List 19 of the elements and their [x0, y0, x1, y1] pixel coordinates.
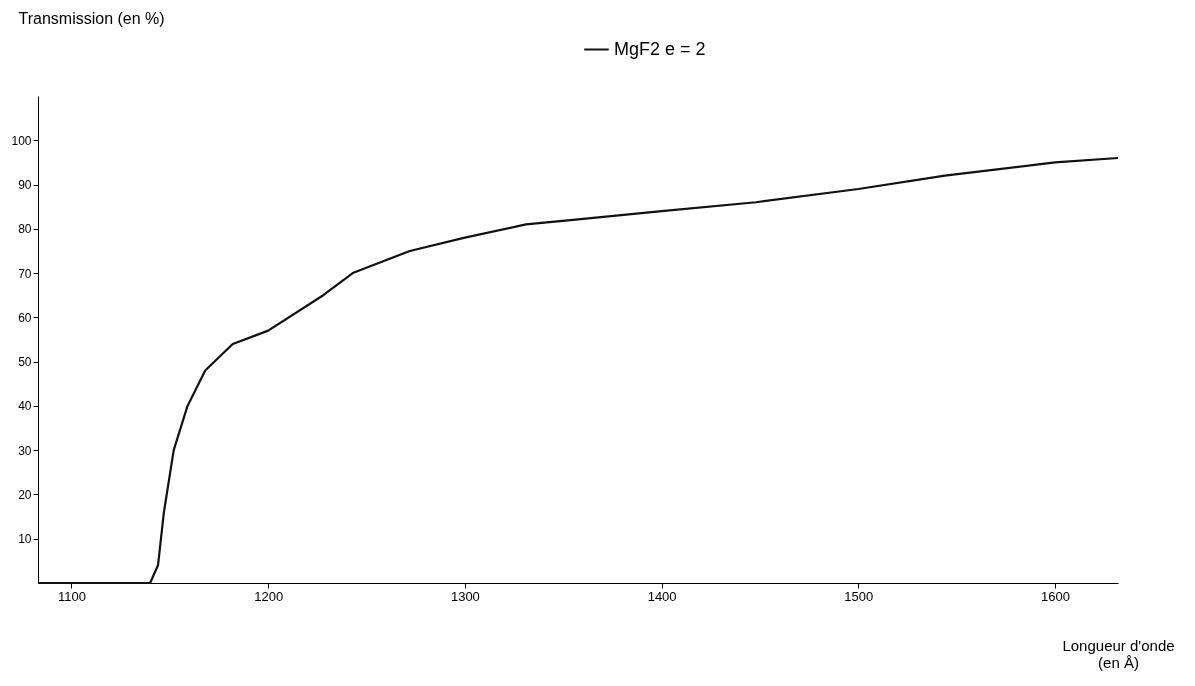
y-tick-label: 30	[18, 443, 32, 458]
x-tick-label: 1300	[450, 588, 480, 604]
x-tick-label: 1100	[57, 588, 86, 604]
x-tick-label: 1200	[254, 588, 284, 604]
x-tick-label: 1400	[647, 588, 677, 604]
y-axis-title: Transmission (en %)	[18, 9, 165, 27]
y-tick-label: 100	[11, 133, 32, 148]
y-tick-label: 50	[18, 355, 32, 370]
y-tick-label: 20	[18, 487, 32, 502]
y-tick-label: 80	[18, 222, 32, 237]
x-axis-title: Longueur d'onde (en Å)	[1062, 636, 1175, 671]
y-tick-label: 10	[18, 532, 32, 547]
y-tick-label: 90	[18, 178, 32, 193]
y-tick-label: 70	[18, 266, 32, 281]
y-tick-label: 40	[18, 399, 32, 414]
x-tick-label: 1600	[1041, 588, 1071, 604]
legend-label: MgF2 e = 2	[614, 38, 706, 59]
x-tick-label: 1500	[844, 588, 874, 604]
y-tick-label: 60	[18, 310, 32, 325]
